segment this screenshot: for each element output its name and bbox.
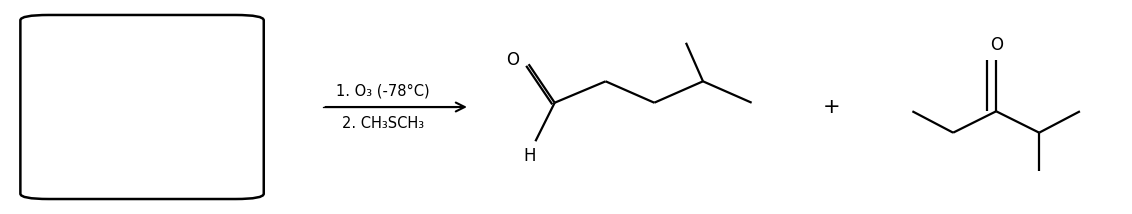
FancyBboxPatch shape [20,15,264,199]
Text: +: + [823,97,841,117]
Text: 2. CH₃SCH₃: 2. CH₃SCH₃ [342,116,423,131]
Text: O: O [989,36,1003,54]
Text: 1. O₃ (-78°C): 1. O₃ (-78°C) [336,83,429,98]
Text: H: H [523,147,537,165]
Text: O: O [506,51,520,69]
